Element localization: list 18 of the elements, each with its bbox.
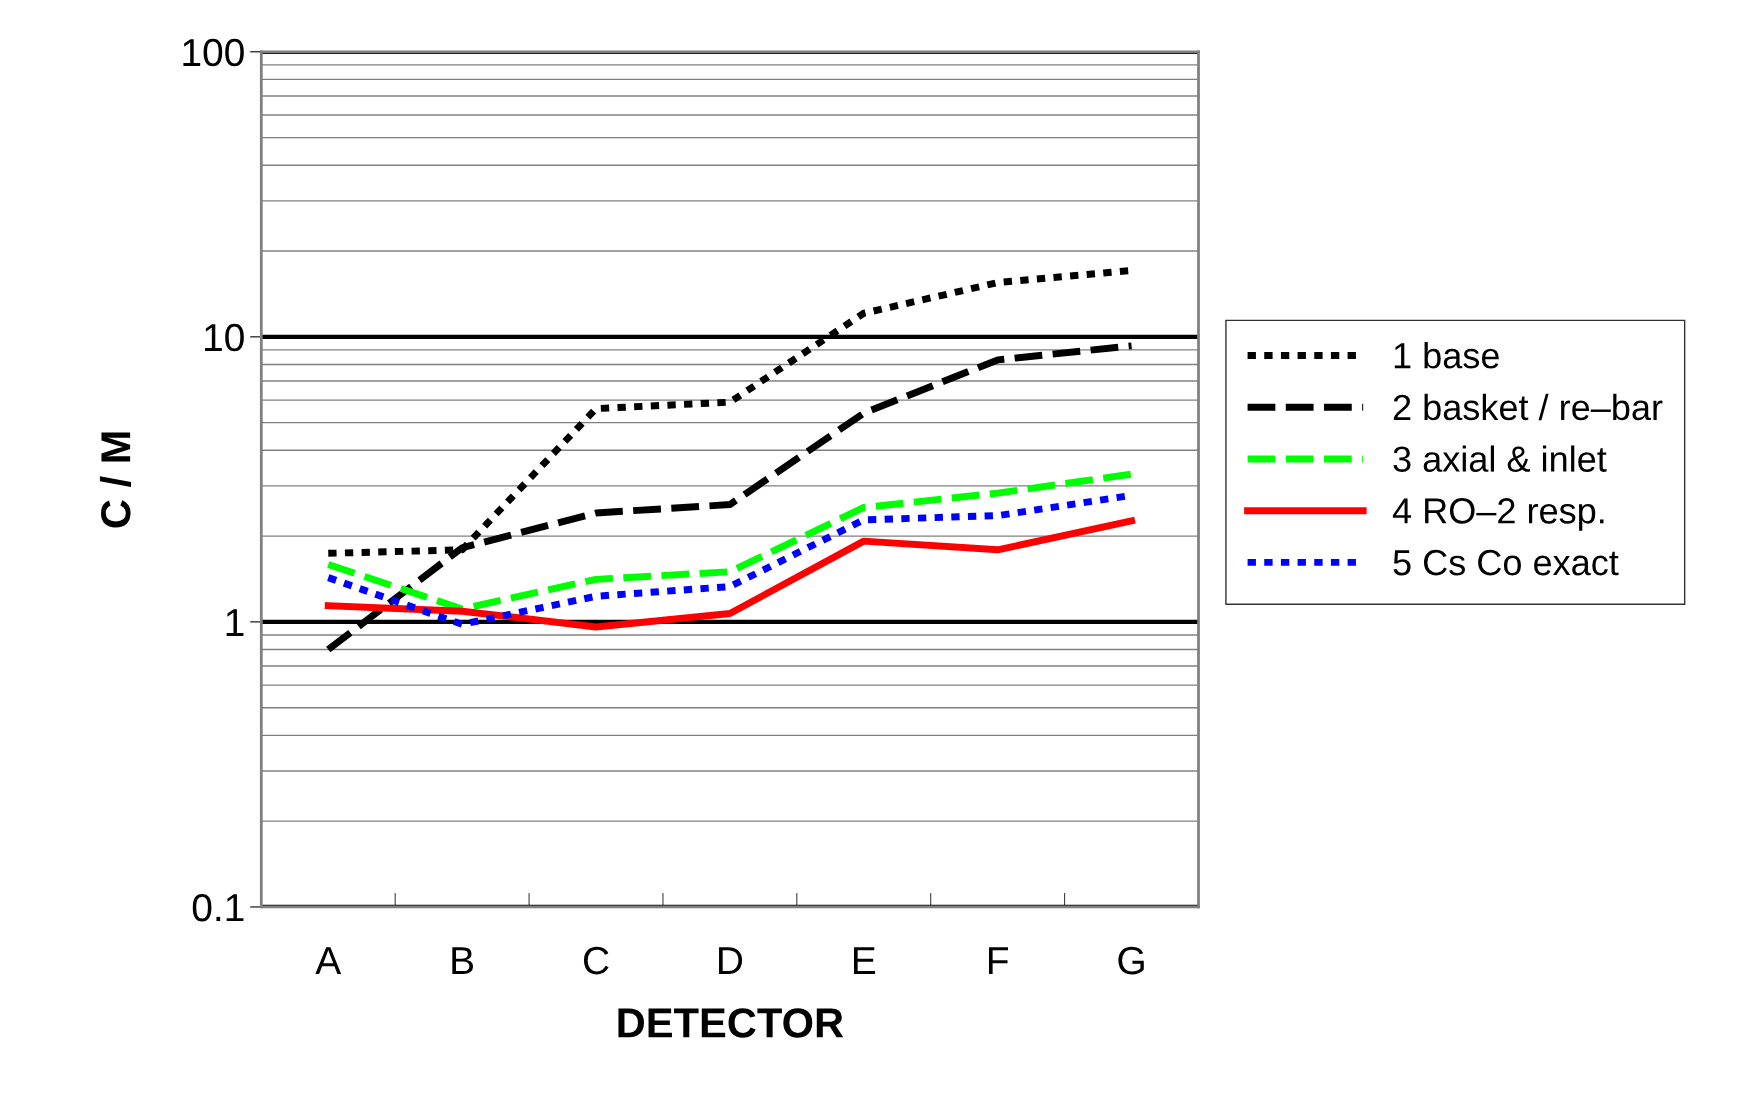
y-tick-label: 1	[226, 609, 244, 636]
x-tick-label: C	[583, 946, 609, 975]
legend-label: 1 base	[1394, 342, 1499, 369]
legend-label: 4 RO–2 resp.	[1392, 498, 1604, 531]
x-tick-label: E	[854, 947, 876, 975]
legend-label: 3 axial & inlet	[1393, 445, 1607, 472]
x-tick-label: G	[1118, 946, 1144, 975]
legend-label: 2 basket / re–bar	[1393, 393, 1663, 421]
y-tick-label: 0.1	[192, 893, 244, 922]
y-axis-title: C / M	[99, 432, 131, 528]
legend-label: 5 Cs Co exact	[1393, 549, 1619, 576]
x-tick-label: B	[452, 947, 474, 975]
x-tick-label: F	[988, 947, 1008, 975]
x-tick-label: D	[719, 947, 743, 975]
y-tick-label: 10	[205, 323, 244, 352]
y-tick-label: 100	[183, 38, 244, 67]
x-axis-title: DETECTOR	[618, 1008, 844, 1038]
x-tick-label: A	[315, 947, 342, 975]
